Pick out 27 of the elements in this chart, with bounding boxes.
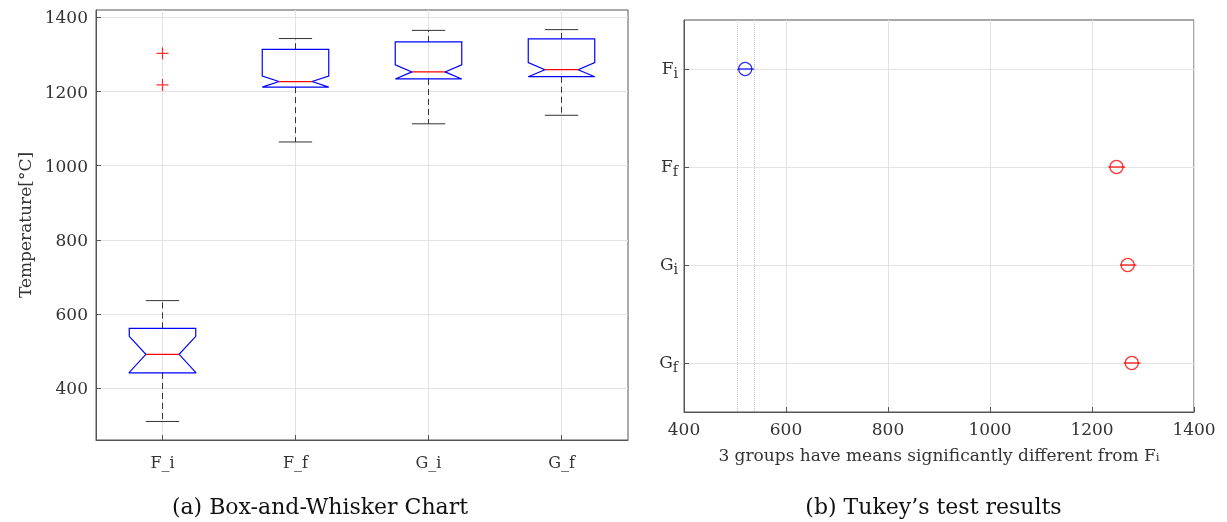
y-tick-label: 1200: [44, 81, 88, 102]
point: [1120, 257, 1135, 273]
x-tick-label: 800: [871, 418, 905, 439]
x-tick-label: 600: [769, 418, 803, 439]
x-tick-label: F_i: [150, 452, 175, 472]
x-tick-label: G_f: [548, 452, 576, 472]
y-tick-label: 1400: [44, 7, 88, 28]
y-tick-label: F$_{f}$: [660, 155, 678, 182]
point: [1109, 159, 1124, 175]
x-tick-label: G_i: [415, 452, 442, 472]
y-tick-label: G$_{i}$: [659, 253, 678, 280]
x-tick-label: 1400: [1172, 418, 1216, 439]
y-tick-label: 1000: [44, 155, 88, 176]
text: (a) Box-and-Whisker Chart: [171, 493, 469, 519]
y-tick-label: 800: [55, 229, 88, 250]
y-tick-label: F$_{i}$: [661, 57, 678, 84]
point: [1124, 355, 1139, 371]
x-tick-label: 1200: [1070, 418, 1114, 439]
text: (b) Tukey’s test results: [805, 493, 1062, 519]
x-axis-title: 3 groups have means significantly different from Fi: [718, 444, 1160, 465]
y-tick-label: 400: [55, 378, 88, 399]
y-tick-label: G$_{f}$: [659, 351, 678, 378]
x-tick-label: F_f: [282, 452, 310, 472]
y-axis-title: Temperature[°C]: [15, 151, 36, 299]
point: [738, 61, 753, 77]
x-tick-label: 1000: [968, 418, 1012, 439]
y-tick-label: 600: [55, 303, 88, 324]
